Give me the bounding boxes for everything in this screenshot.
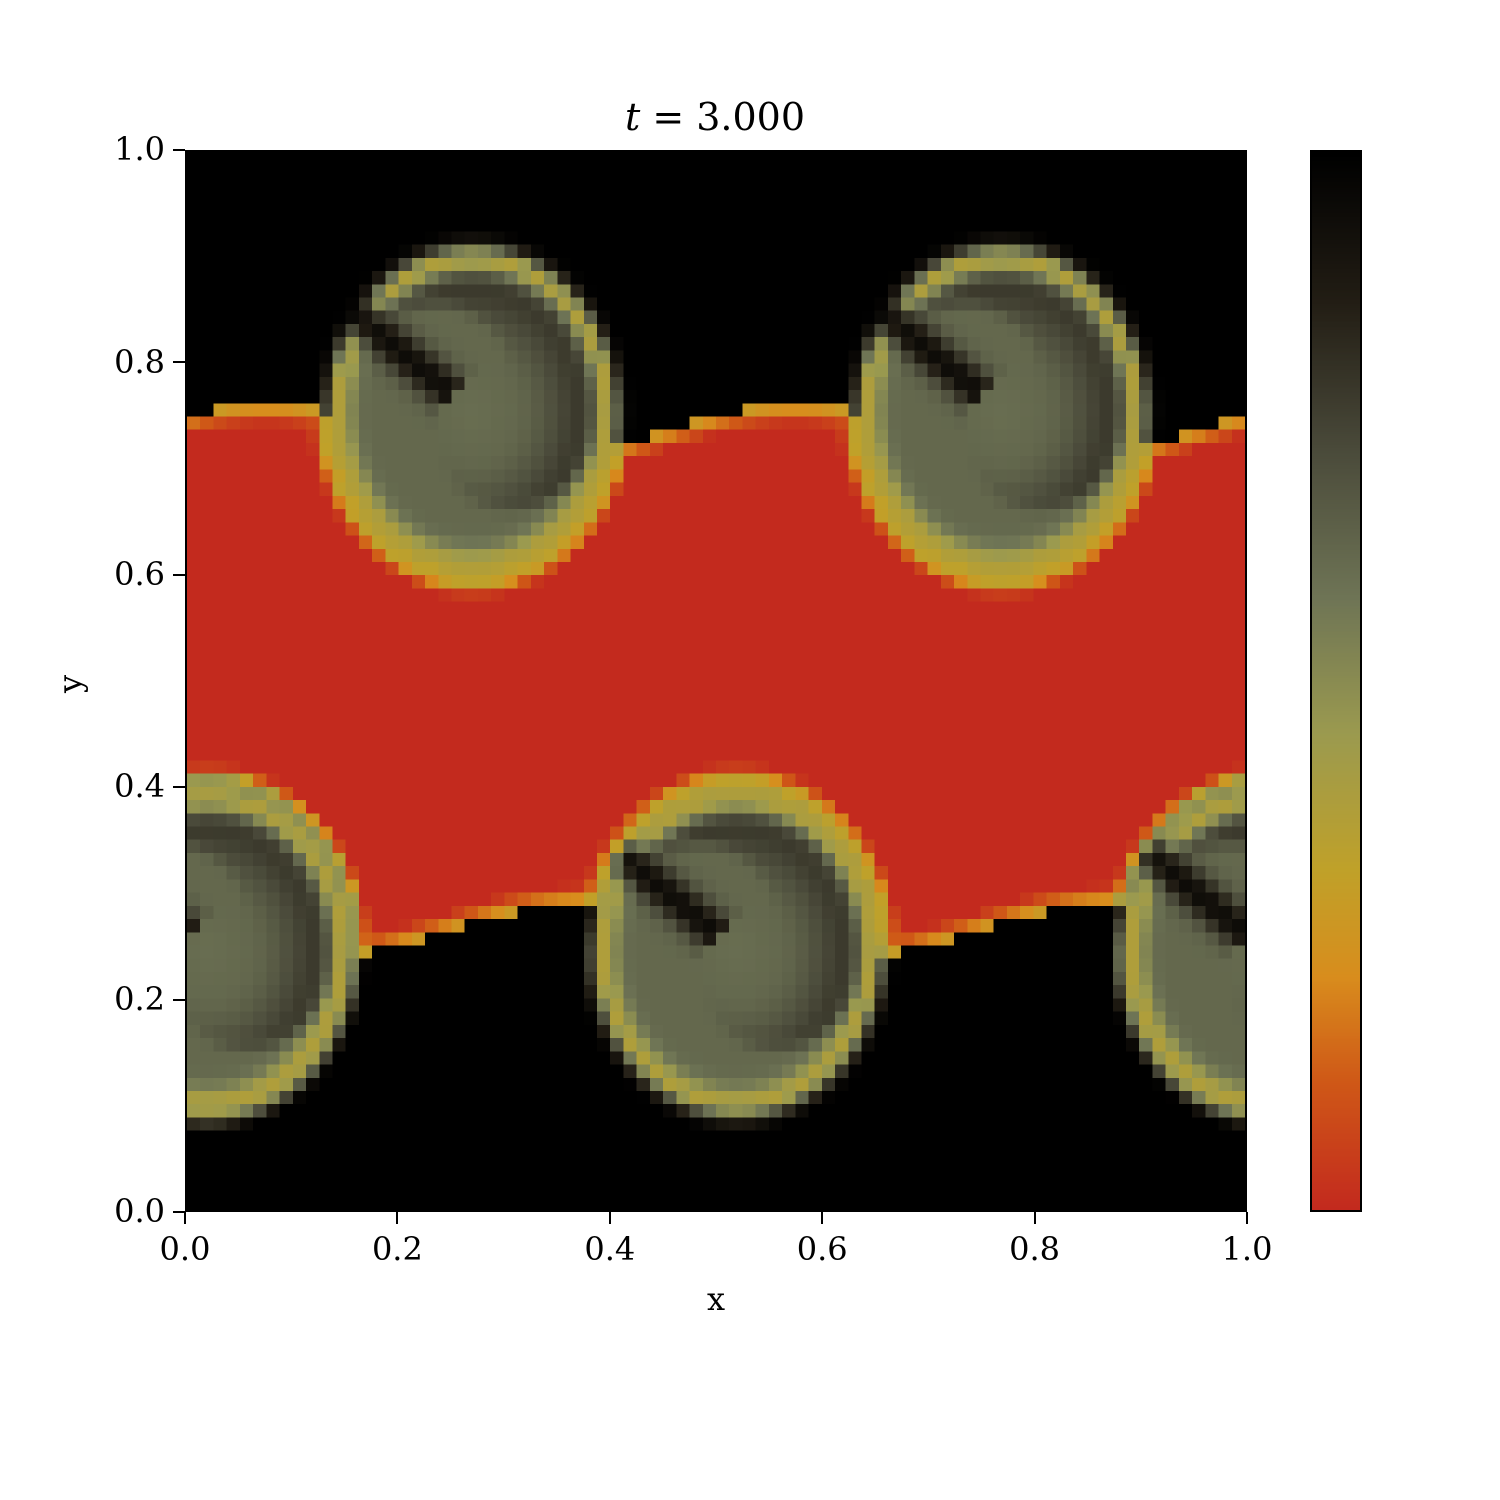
x-tick-label: 1.0 [1202,1230,1292,1268]
heatmap-plot-area [185,150,1247,1212]
x-tick-mark [184,1212,186,1224]
x-tick-label: 0.8 [990,1230,1080,1268]
y-tick-mark [173,574,185,576]
x-tick-label: 0.4 [565,1230,655,1268]
y-tick-mark [173,786,185,788]
y-tick-label: 0.6 [114,555,165,593]
plot-title: t = 3.000 [515,95,915,139]
title-var: t [625,95,640,139]
title-value: 3.000 [696,95,805,139]
x-tick-label: 0.0 [140,1230,230,1268]
y-tick-label: 0.0 [114,1192,165,1230]
x-tick-mark [821,1212,823,1224]
y-tick-mark [173,361,185,363]
colorbar-canvas [1312,152,1360,1210]
y-tick-label: 0.8 [114,343,165,381]
figure: t = 3.000 0.0 0.2 0.4 0.6 0.8 1.0 0.0 0.2 0.4 0.6… [0,0,1500,1500]
colorbar [1310,150,1362,1212]
y-tick-mark [173,149,185,151]
y-tick-label: 1.0 [114,130,165,168]
x-tick-mark [1034,1212,1036,1224]
x-axis-label: x [686,1280,746,1318]
y-axis-label: y [51,675,89,693]
heatmap-canvas [187,152,1245,1210]
x-tick-mark [609,1212,611,1224]
x-tick-mark [1246,1212,1248,1224]
title-eq: = [640,95,696,139]
x-tick-label: 0.6 [777,1230,867,1268]
x-tick-label: 0.2 [352,1230,442,1268]
x-tick-mark [396,1212,398,1224]
y-tick-label: 0.4 [114,767,165,805]
y-tick-mark [173,999,185,1001]
y-tick-label: 0.2 [114,980,165,1018]
y-tick-mark [173,1211,185,1213]
